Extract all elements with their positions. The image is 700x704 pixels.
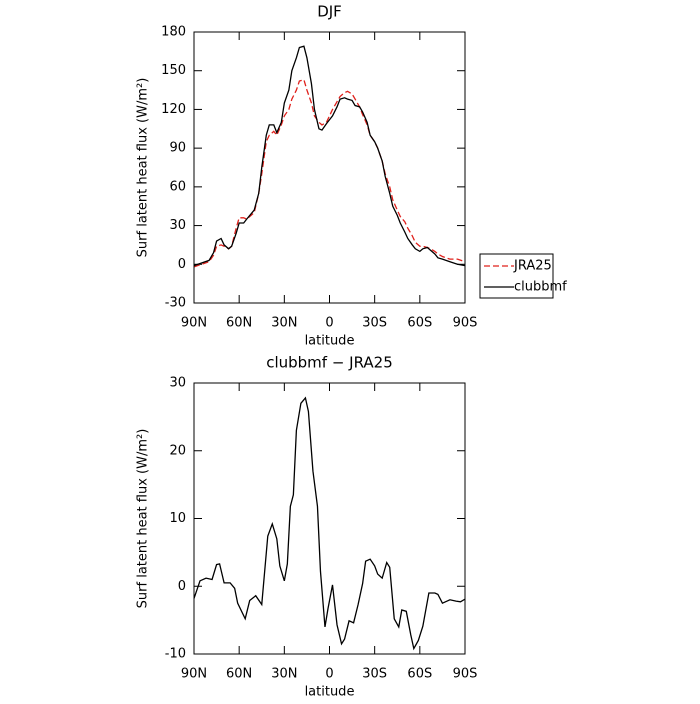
x-tick-label: 30N [271,667,297,682]
x-tick-label: 90N [181,316,207,331]
legend-box [479,253,554,299]
x-tick-label: 60S [407,667,432,682]
y-tick-label: -10 [165,647,186,662]
data-line [193,78,466,268]
x-tick-label: 30S [362,667,387,682]
plot-frame [193,31,466,304]
x-tick-label: 30N [271,316,297,331]
x-axis-label: latitude [305,334,355,349]
y-tick-label: 90 [169,141,186,156]
y-tick-label: 0 [178,257,186,272]
chart-title: clubbmf − JRA25 [266,354,393,372]
y-tick-label: -30 [165,296,186,311]
legend-label: clubbmf [514,280,567,295]
y-tick-label: 60 [169,179,186,194]
legend-label: JRA25 [513,259,552,274]
x-tick-label: 90N [181,667,207,682]
x-tick-label: 0 [325,316,333,331]
y-tick-label: 150 [161,63,186,78]
x-tick-label: 60N [226,316,252,331]
x-tick-label: 0 [325,667,333,682]
x-tick-label: 90S [453,316,478,331]
y-tick-label: 30 [169,376,186,391]
y-tick-label: 0 [178,579,186,594]
y-tick-label: 20 [169,443,186,458]
data-line [193,45,466,267]
x-tick-label: 90S [453,667,478,682]
x-tick-label: 30S [362,316,387,331]
x-axis-label: latitude [305,685,355,700]
data-line [193,396,466,651]
y-tick-label: 180 [161,25,186,40]
y-tick-label: 10 [169,511,186,526]
y-tick-label: 30 [169,218,186,233]
plot-frame [193,382,466,655]
chart-title: DJF [317,3,342,21]
x-tick-label: 60S [407,316,432,331]
y-tick-label: 120 [161,102,186,117]
y-axis-label: Surf latent heat flux (W/m²) [136,429,151,609]
y-axis-label: Surf latent heat flux (W/m²) [136,78,151,258]
x-tick-label: 60N [226,667,252,682]
